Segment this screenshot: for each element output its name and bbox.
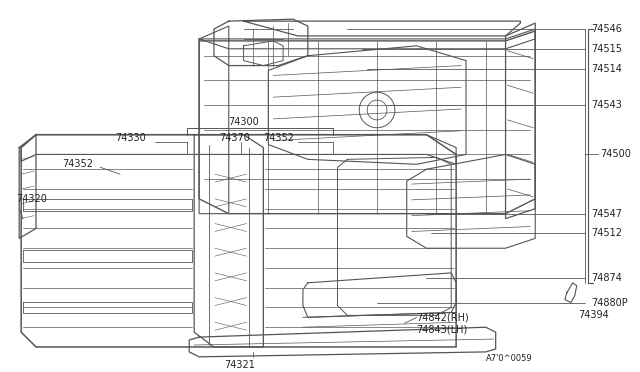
- Text: 74500: 74500: [600, 150, 631, 160]
- Text: 74874: 74874: [591, 273, 623, 283]
- Text: 74370: 74370: [219, 133, 250, 142]
- Text: 74546: 74546: [591, 24, 623, 34]
- Text: 74515: 74515: [591, 44, 623, 54]
- Text: 74352: 74352: [264, 133, 294, 142]
- Text: 74321: 74321: [224, 360, 255, 370]
- Text: 74300: 74300: [228, 117, 259, 127]
- Text: 74547: 74547: [591, 209, 623, 219]
- Text: 74880P: 74880P: [591, 298, 628, 308]
- Text: 74394: 74394: [578, 310, 609, 320]
- Text: 74514: 74514: [591, 64, 623, 74]
- Text: A7'0^0059: A7'0^0059: [486, 354, 532, 363]
- Text: 74842(RH): 74842(RH): [417, 312, 469, 323]
- Text: 74330: 74330: [115, 133, 146, 142]
- Text: 74352: 74352: [63, 159, 93, 169]
- Text: 74320: 74320: [16, 194, 47, 204]
- Text: 74512: 74512: [591, 228, 623, 238]
- Text: 74843(LH): 74843(LH): [417, 324, 468, 334]
- Text: 74543: 74543: [591, 100, 623, 110]
